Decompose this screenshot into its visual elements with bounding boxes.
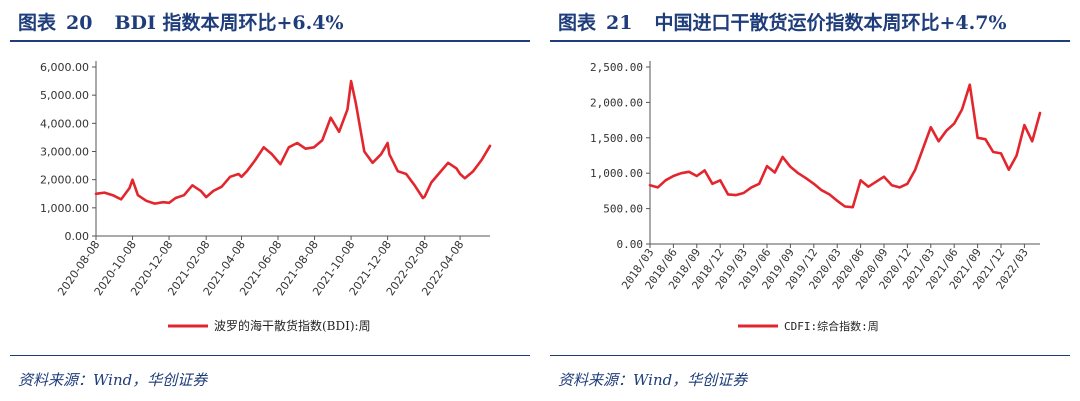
figure-21-bottom-rule (550, 355, 1070, 356)
figure-21-title: 图表 21 中国进口干散货运价指数本周环比+4.7% (558, 8, 1007, 35)
figure-21-top-rule (550, 40, 1070, 42)
figure-20-title: 图表 20 BDI 指数本周环比+6.4% (18, 8, 344, 35)
figure-21-source: 资料来源：Wind，华创证券 (558, 371, 748, 389)
bdi-line-chart: 0.00 1,000.00 2,000.00 3,000.00 4,000.00 5,00… (40, 61, 492, 333)
legend-label: CDFI:综合指数:周 (784, 319, 879, 333)
figure-20-label: 图表 (18, 12, 57, 34)
y-tick-label: 2,500.00 (590, 61, 643, 74)
y-tick-label: 5,000.00 (40, 89, 89, 102)
figure-20-title-text: BDI 指数本周环比+6.4% (114, 12, 344, 34)
series-line (648, 83, 1042, 209)
y-tick-label: 1,000.00 (590, 167, 643, 180)
y-tick-label: 4,000.00 (40, 117, 89, 130)
y-tick-label: 1,500.00 (590, 132, 643, 145)
y-tick-label: 0.00 (617, 238, 644, 251)
y-tick-label: 3,000.00 (40, 146, 89, 159)
figure-20-top-rule (10, 40, 530, 42)
figure-21-title-text: 中国进口干散货运价指数本周环比+4.7% (654, 12, 1007, 34)
figure-20-panel: 图表 20 BDI 指数本周环比+6.4% 0.00 1,000.00 2,000.00… (10, 0, 540, 401)
y-tick-label: 2,000.00 (590, 96, 643, 109)
y-tick-label: 6,000.00 (40, 61, 89, 74)
y-tick-label: 500.00 (603, 203, 643, 216)
y-tick-label: 0.00 (65, 230, 90, 243)
figure-20-bottom-rule (10, 355, 530, 356)
legend-label: 波罗的海干散货指数(BDI):周 (214, 318, 371, 333)
figure-21-label: 图表 (558, 12, 597, 34)
figure-21-panel: 图表 21 中国进口干散货运价指数本周环比+4.7% 0.00 500.00 1,000… (550, 0, 1080, 401)
series-line (94, 79, 492, 205)
figure-20-source: 资料来源：Wind，华创证券 (18, 371, 208, 389)
figure-20-number: 20 (66, 12, 93, 34)
cdfi-line-chart: 0.00 500.00 1,000.00 1,500.00 2,000.00 2,500.… (590, 61, 1042, 333)
y-tick-label: 2,000.00 (40, 174, 89, 187)
y-tick-label: 1,000.00 (40, 202, 89, 215)
figure-21-number: 21 (606, 12, 633, 34)
